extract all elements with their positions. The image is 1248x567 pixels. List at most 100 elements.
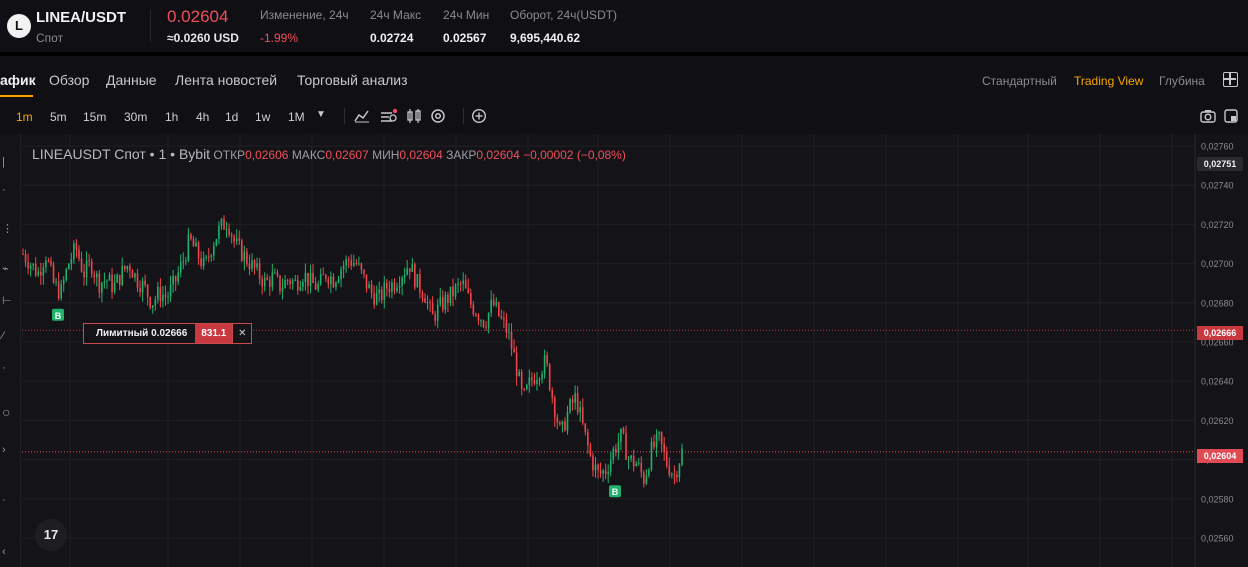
layout-grid-icon[interactable] (1223, 72, 1238, 87)
candle-body (548, 364, 551, 390)
timeframe-4h[interactable]: 4h (196, 110, 210, 124)
candle-body (233, 236, 235, 242)
candle-body (75, 243, 78, 250)
candle-body (266, 277, 269, 280)
candle-body (434, 314, 436, 321)
lock-tool-icon[interactable]: · (2, 494, 6, 506)
indicators-icon[interactable] (380, 108, 398, 124)
timeframe-1M[interactable]: 1M (288, 110, 305, 124)
last-price: 0.02604 (167, 7, 229, 26)
candle-body (136, 273, 139, 288)
camera-icon[interactable] (1200, 109, 1216, 123)
timeframe-30m[interactable]: 30m (124, 110, 148, 124)
candle-body (24, 253, 27, 263)
cursor-tool-icon[interactable]: | (2, 156, 5, 168)
price-tick-label: 0,02620 (1201, 416, 1234, 426)
candle-body (154, 299, 157, 306)
legend-symbol[interactable]: LINEAUSDT Спот • 1 • Bybit (32, 146, 211, 162)
text-tool-icon[interactable]: · (2, 362, 6, 374)
active-tab-indicator (0, 95, 33, 97)
fullscreen-icon[interactable] (1224, 109, 1238, 123)
collapse-sidebar-icon[interactable]: ‹ (2, 546, 6, 558)
candle-body (317, 284, 319, 290)
buy-marker (52, 308, 64, 321)
candle-body (490, 299, 492, 313)
candle-body (426, 302, 429, 304)
candle-body (513, 348, 515, 353)
trading-pair[interactable]: LINEA/USDT (36, 9, 126, 26)
measure-tool-icon[interactable]: ⊢ (2, 295, 12, 307)
candle-body (314, 282, 317, 290)
chart-toolbar: 1m 5m 15m 30m 1h 4h 1d 1w 1M ▼ (0, 100, 1248, 132)
candle-body (284, 280, 286, 289)
candle-body (495, 302, 498, 306)
candle-body (368, 284, 370, 289)
candle-body (269, 279, 271, 287)
order-quantity[interactable]: 831.1 (195, 324, 233, 343)
tab-news-feed[interactable]: Лента новостей (175, 72, 278, 88)
timeframe-1h[interactable]: 1h (165, 110, 179, 124)
stat-change-24h: Изменение, 24ч -1.99% (260, 8, 349, 45)
view-trading-view[interactable]: Trading View (1074, 74, 1144, 88)
price-tick-label: 0,02560 (1201, 534, 1234, 544)
candle-body (615, 448, 617, 453)
zoom-tool-icon[interactable]: ○ (2, 404, 11, 420)
candle-body (645, 475, 648, 484)
chart-area[interactable] (0, 134, 1248, 567)
timeframe-dropdown-icon[interactable]: ▼ (316, 109, 326, 120)
pattern-tool-icon[interactable]: ⌁ (2, 263, 9, 275)
candle-body (182, 260, 185, 263)
candle-body (378, 289, 381, 294)
limit-order-line-label[interactable]: Лимитный 0.02666 831.1 ✕ (83, 323, 253, 344)
candle-body (579, 407, 582, 413)
candle-type-icon[interactable] (406, 108, 422, 124)
candle-body (676, 474, 678, 478)
timeframe-1d[interactable]: 1d (225, 110, 239, 124)
tab-overview[interactable]: Обзор (49, 72, 90, 88)
candle-body (93, 274, 96, 278)
candle-body (622, 428, 625, 434)
magnet-tool-icon[interactable]: › (2, 444, 6, 456)
price-tick-label: 0,02760 (1201, 142, 1234, 152)
indicator-chart-icon[interactable] (354, 109, 370, 123)
candle-body (98, 273, 101, 293)
settings-icon[interactable] (430, 108, 446, 124)
view-depth[interactable]: Глубина (1159, 74, 1205, 88)
candle-body (459, 283, 462, 285)
tab-data[interactable]: Данные (106, 72, 157, 88)
candle-body (487, 312, 490, 328)
candle-body (220, 218, 223, 226)
candle-body (215, 239, 218, 246)
tab-chart[interactable]: афик (0, 72, 36, 88)
fib-tool-icon[interactable]: ⋮ (2, 223, 13, 235)
candle-body (106, 280, 108, 282)
candle-body (431, 303, 434, 315)
timeframe-1m[interactable]: 1m (16, 110, 33, 124)
candle-body (363, 269, 365, 275)
legend-high: 0,02607 (325, 148, 369, 162)
candle-body (202, 257, 205, 267)
cancel-order-icon[interactable]: ✕ (232, 324, 251, 343)
timeframe-15m[interactable]: 15m (83, 110, 107, 124)
timeframe-1w[interactable]: 1w (255, 110, 271, 124)
tab-trading-analysis[interactable]: Торговый анализ (297, 72, 408, 88)
price-chart[interactable]: 0,02760 0,02740 0,02720 0,02700 0,02680 0,026… (0, 134, 1248, 567)
add-compare-icon[interactable] (471, 108, 487, 124)
candle-body (411, 264, 414, 272)
view-standard[interactable]: Стандартный (982, 74, 1057, 88)
candle-body (503, 317, 505, 320)
tradingview-logo[interactable]: 17 (35, 519, 67, 551)
candle-body (581, 407, 584, 424)
candle-body (85, 260, 88, 278)
candle-body (559, 422, 561, 425)
candle-body (90, 261, 93, 275)
stat-label: 24ч Мин (443, 8, 490, 22)
candle-body (319, 274, 322, 285)
timeframe-5m[interactable]: 5m (50, 110, 67, 124)
trendline-tool-icon[interactable]: · (2, 184, 6, 196)
candle-body (546, 355, 548, 365)
candle-body (442, 296, 444, 310)
candle-body (632, 455, 635, 467)
brush-tool-icon[interactable]: ⁄ (2, 330, 4, 342)
candle-body (123, 265, 126, 270)
